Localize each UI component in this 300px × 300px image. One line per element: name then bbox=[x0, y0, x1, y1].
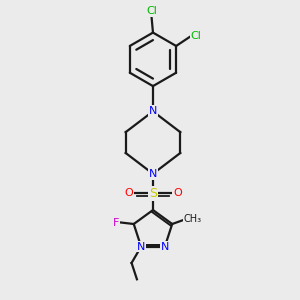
Text: O: O bbox=[173, 188, 182, 198]
Text: F: F bbox=[113, 218, 119, 227]
Text: Cl: Cl bbox=[146, 6, 157, 16]
Text: S: S bbox=[149, 187, 157, 200]
Text: CH₃: CH₃ bbox=[184, 214, 202, 224]
Text: Cl: Cl bbox=[190, 31, 202, 40]
Text: N: N bbox=[149, 169, 157, 179]
Text: N: N bbox=[137, 242, 145, 252]
Text: N: N bbox=[149, 106, 157, 116]
Text: O: O bbox=[124, 188, 133, 198]
Text: N: N bbox=[161, 242, 169, 252]
